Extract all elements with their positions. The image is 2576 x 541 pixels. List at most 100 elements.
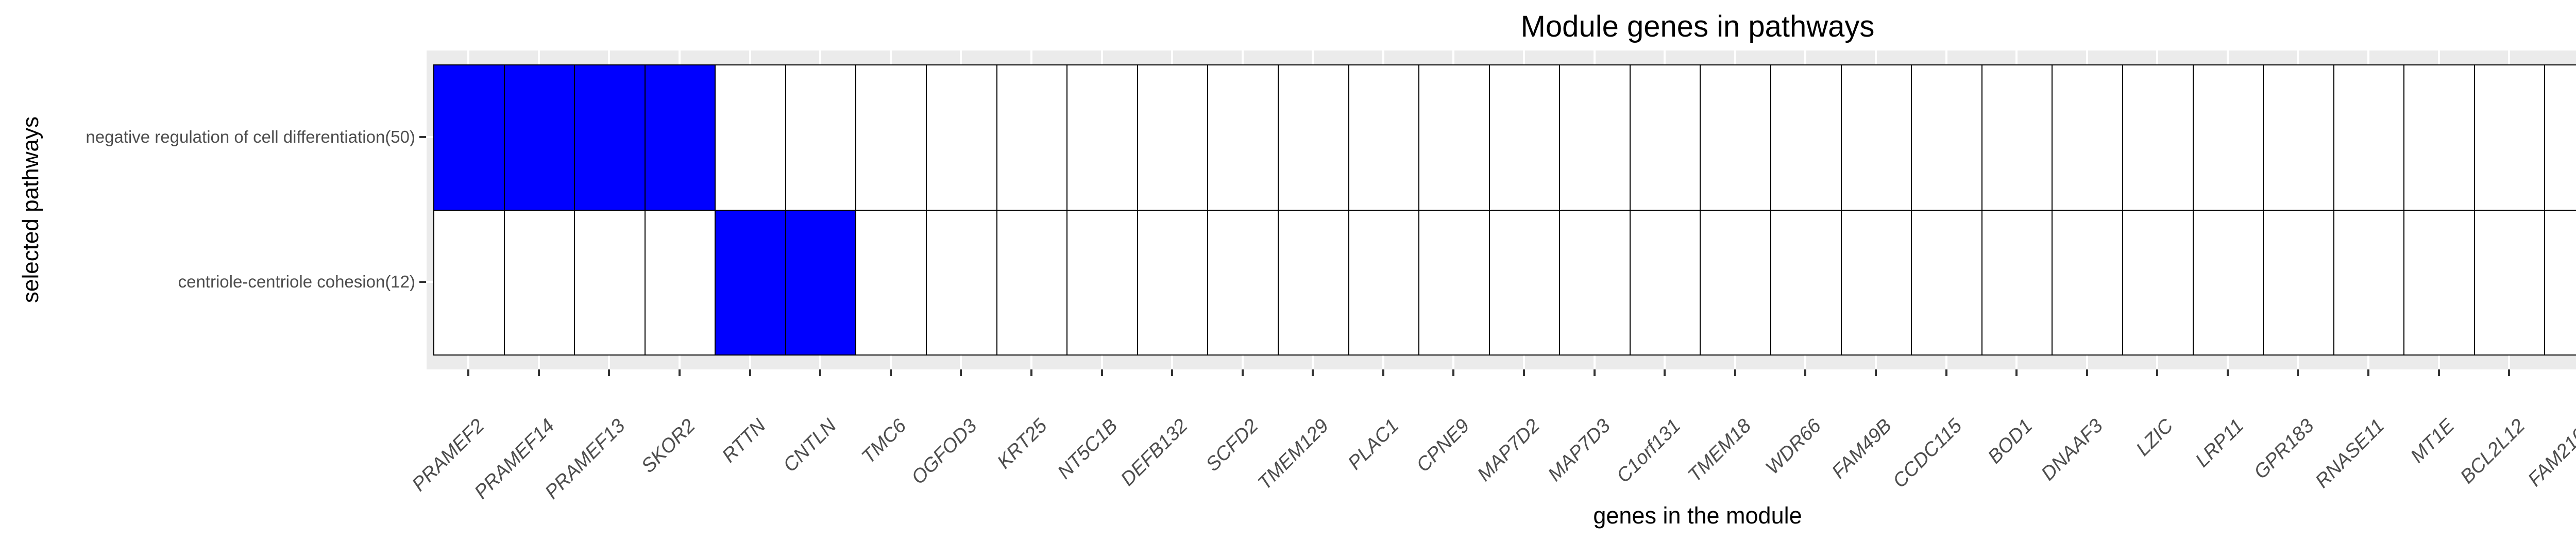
x-tick-label: C1orf131 — [1612, 415, 1685, 487]
heatmap-cell — [996, 65, 1067, 210]
x-tick-label: DEFB132 — [1116, 415, 1193, 491]
x-tick-label: NT5C1B — [1053, 415, 1122, 484]
x-tick-label: MT1E — [2406, 415, 2459, 467]
heatmap-cell — [785, 210, 856, 355]
x-tick — [2367, 369, 2370, 376]
x-tick-label: CCDC115 — [1889, 415, 1967, 493]
heatmap-cell — [1841, 210, 1912, 355]
x-tick-label: PRAMEF13 — [540, 415, 630, 503]
heatmap-cell — [2333, 65, 2404, 210]
heatmap-cell — [2052, 210, 2123, 355]
heatmap-cell — [1560, 210, 1630, 355]
x-tick-label: MAP7D2 — [1473, 415, 1545, 486]
x-tick — [1874, 369, 1877, 376]
heatmap-cell — [1981, 210, 2053, 355]
heatmap-cell — [856, 65, 927, 210]
heatmap-cell — [2263, 210, 2334, 355]
heatmap-cell — [1911, 210, 1982, 355]
plot-title: Module genes in pathways — [1520, 10, 1875, 43]
heatmap-cell — [2474, 210, 2545, 355]
y-axis-title: selected pathways — [18, 116, 43, 303]
x-tick-label: DNAAF3 — [2037, 415, 2107, 485]
heatmap-cell — [1630, 210, 1701, 355]
heatmap-cell — [1700, 210, 1771, 355]
heatmap-cell — [2474, 65, 2545, 210]
heatmap-cell — [1489, 210, 1560, 355]
x-tick — [1523, 369, 1526, 376]
x-tick-label: KRT25 — [993, 415, 1052, 474]
x-tick — [1452, 369, 1455, 376]
heatmap-cell — [2404, 65, 2475, 210]
x-tick — [2156, 369, 2159, 376]
heatmap-cell — [1841, 65, 1912, 210]
heatmap-cell — [2122, 210, 2193, 355]
heatmap-cell — [996, 210, 1067, 355]
x-axis-title: genes in the module — [1593, 502, 1802, 529]
heatmap-cell — [715, 210, 786, 355]
x-tick-label: FAM49B — [1827, 415, 1896, 483]
heatmap-cell — [1208, 210, 1278, 355]
x-tick-label: PLAC1 — [1344, 415, 1403, 475]
heatmap-cell — [1419, 210, 1489, 355]
x-tick-label: OGFOD3 — [907, 415, 981, 489]
heatmap-cell — [2545, 65, 2576, 210]
heatmap-cell — [2193, 65, 2264, 210]
heatmap-cell — [856, 210, 927, 355]
x-tick-label: PRAMEF14 — [470, 415, 559, 503]
heatmap-cell — [504, 65, 575, 210]
heatmap-cell — [645, 210, 716, 355]
x-tick — [1382, 369, 1384, 376]
heatmap-cell — [1208, 65, 1278, 210]
x-tick — [1593, 369, 1596, 376]
x-tick — [1312, 369, 1314, 376]
x-tick — [1171, 369, 1174, 376]
x-tick — [1734, 369, 1736, 376]
heatmap-cell — [926, 210, 997, 355]
x-tick — [608, 369, 611, 376]
heatmap-cell — [926, 65, 997, 210]
heatmap-cell — [1137, 210, 1208, 355]
heatmap-cell — [1278, 65, 1349, 210]
x-tick-label: SKOR2 — [637, 415, 700, 478]
heatmap-cell — [1981, 65, 2053, 210]
heatmap-cell — [1419, 65, 1489, 210]
x-tick-label: WDR66 — [1761, 415, 1826, 479]
heatmap-cell — [434, 65, 504, 210]
x-tick-label: FAM210B — [2523, 415, 2576, 491]
x-tick — [960, 369, 962, 376]
heatmap-cell — [715, 65, 786, 210]
x-tick-label: CNTLN — [778, 415, 841, 477]
heatmap-cell — [434, 210, 504, 355]
x-tick — [2508, 369, 2511, 376]
x-tick-label: GPR183 — [2249, 415, 2318, 484]
x-tick — [1804, 369, 1807, 376]
heatmap-cell — [1348, 65, 1419, 210]
x-tick — [537, 369, 540, 376]
x-tick-label: LZIC — [2132, 415, 2178, 461]
x-tick-label: PRAMEF2 — [408, 415, 489, 496]
y-tick-label: negative regulation of cell differentiat… — [86, 127, 415, 146]
x-tick — [1241, 369, 1244, 376]
x-tick — [679, 369, 681, 376]
x-tick-label: CPNE9 — [1412, 415, 1474, 477]
heatmap-cell — [574, 210, 645, 355]
x-tick — [2297, 369, 2299, 376]
x-tick-label: TMEM129 — [1253, 415, 1333, 494]
x-tick-label: RTTN — [718, 415, 770, 467]
heatmap-cell — [1067, 210, 1138, 355]
heatmap-cell — [1348, 210, 1419, 355]
x-tick-label: BOD1 — [1984, 415, 2037, 468]
heatmap-cell — [1771, 210, 1841, 355]
x-tick-label: TMC6 — [857, 415, 911, 468]
x-tick — [2226, 369, 2229, 376]
x-tick — [889, 369, 892, 376]
heatmap-cell — [504, 210, 575, 355]
x-tick — [1945, 369, 1947, 376]
heatmap-cell — [1278, 210, 1349, 355]
heatmap-cell — [574, 65, 645, 210]
x-tick-label: MAP7D3 — [1544, 415, 1615, 486]
y-tick — [419, 281, 426, 283]
heatmap-cell — [1560, 65, 1630, 210]
heatmap-cell — [1700, 65, 1771, 210]
